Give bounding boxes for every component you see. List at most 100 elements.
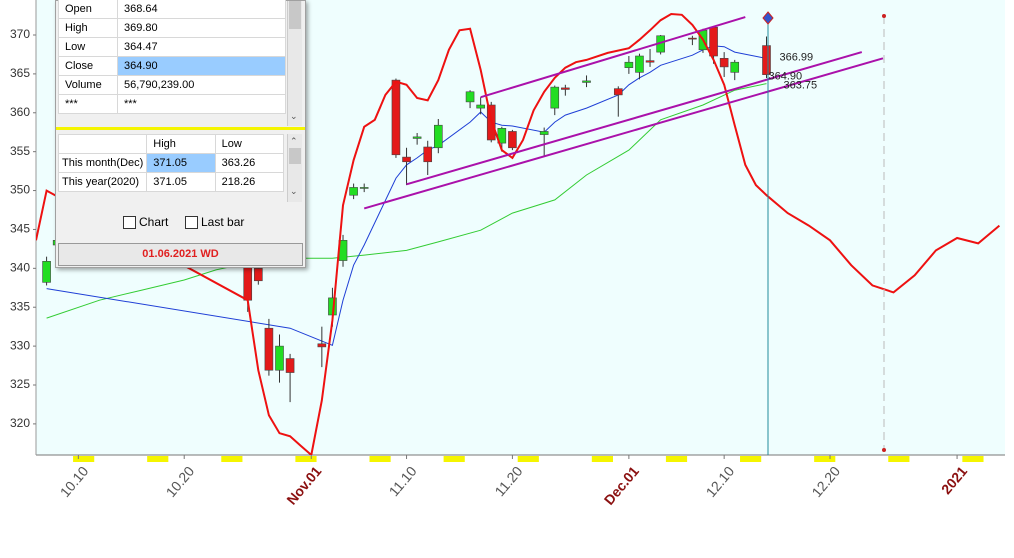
candle-body: [391, 79, 401, 156]
row-label: This month(Dec): [57, 153, 148, 173]
x-tick-label: 10.20: [163, 463, 198, 500]
candle-body: [688, 37, 697, 40]
candle-body: [709, 26, 718, 57]
info-panel: Open 368.64 High 369.80 Low 364.47 Close 364…: [55, 0, 306, 268]
x-tick-label: Dec.01: [601, 463, 642, 508]
candle-body: [762, 45, 771, 75]
candle-body: [264, 327, 274, 371]
candle-body: [412, 136, 422, 139]
candle-body: [635, 55, 644, 73]
candle-body: [508, 131, 517, 149]
candle-body: [359, 187, 369, 189]
row-value: 369.80: [117, 18, 286, 38]
candle-body: [275, 345, 284, 371]
checkbox-label: Last bar: [201, 215, 245, 229]
row-value: ***: [117, 94, 286, 114]
row-value: 364.47: [117, 37, 286, 57]
candle-body: [402, 156, 411, 163]
cell: 363.26: [214, 153, 285, 173]
candle-body: [719, 58, 729, 68]
candle-body: [423, 146, 433, 163]
forecast-dot: [882, 448, 886, 452]
row-label: Close: [58, 56, 118, 76]
x-tick-label: 11.10: [386, 463, 420, 499]
status-bar: 01.06.2021 WD: [58, 243, 303, 266]
forecast-dot: [882, 14, 886, 18]
candle-body: [243, 264, 253, 301]
weekend-marker: [295, 456, 317, 462]
candle-body: [434, 124, 443, 149]
indicator-line: [46, 45, 767, 346]
scrollbar[interactable]: ⌄: [287, 1, 302, 126]
candle-body: [624, 61, 634, 68]
row-label: Low: [58, 37, 118, 57]
candle-body: [42, 261, 51, 283]
weekend-marker: [740, 456, 762, 462]
weekend-marker: [665, 456, 688, 462]
x-tick-label: 10.10: [57, 463, 92, 500]
weekend-marker: [517, 456, 539, 462]
separator: [56, 127, 305, 130]
candle-body: [349, 187, 358, 196]
x-tick-label: 11.20: [491, 463, 525, 499]
trendline: [406, 51, 863, 186]
y-tick-label: 345: [10, 222, 30, 236]
weekend-marker: [962, 456, 984, 462]
trendline: [480, 16, 746, 99]
period-table: High Low This month(Dec) 371.05 363.26 This…: [57, 134, 285, 192]
row-label: ***: [58, 94, 118, 114]
y-tick-label: 335: [10, 299, 30, 313]
value-label: 364.90: [769, 71, 803, 83]
candle-body: [582, 80, 591, 83]
weekend-marker: [814, 456, 836, 462]
weekend-marker: [888, 456, 910, 462]
cell: 371.05: [146, 172, 216, 192]
row-value: 364.90: [117, 56, 286, 76]
row-label: This year(2020): [57, 172, 148, 192]
candle-body: [465, 91, 475, 103]
y-tick-label: 355: [10, 144, 30, 158]
candle-body: [730, 61, 740, 73]
weekend-marker: [221, 456, 243, 462]
candle-body: [317, 343, 327, 348]
candle-body: [645, 60, 655, 63]
candle-body: [476, 104, 485, 109]
row-label: Volume: [58, 75, 118, 95]
cell: 371.05: [146, 153, 216, 173]
value-label: 363.75: [784, 80, 818, 92]
value-label: 366.99: [780, 51, 814, 63]
candle-body: [285, 358, 295, 373]
x-tick-label: Nov.01: [283, 463, 324, 508]
candle-body: [613, 88, 623, 96]
row-value: 368.64: [117, 0, 286, 19]
cursor-marker: [762, 11, 774, 25]
header: High: [146, 134, 216, 154]
quote-table: Open 368.64 High 369.80 Low 364.47 Close 364…: [58, 0, 286, 114]
y-tick-label: 340: [10, 261, 30, 275]
header: Low: [214, 134, 285, 154]
candle-body: [254, 268, 263, 282]
candle-body: [561, 87, 570, 90]
checkbox[interactable]: Last bar: [185, 215, 244, 229]
x-tick-label: 12.20: [808, 463, 843, 500]
row-value: 56,790,239.00: [117, 75, 286, 95]
row-label: High: [58, 18, 118, 38]
weekend-marker: [369, 456, 391, 462]
cell: 218.26: [214, 172, 285, 192]
plot-area: [36, 12, 1001, 455]
y-tick-label: 320: [10, 416, 30, 430]
x-tick-label: 2021: [938, 463, 970, 497]
scrollbar[interactable]: ⌃ ⌄: [287, 134, 302, 202]
weekend-marker: [147, 456, 169, 462]
weekend-marker: [443, 456, 465, 462]
indicator-line: [36, 12, 1001, 455]
checkbox[interactable]: Chart: [123, 215, 168, 229]
candle-body: [539, 131, 549, 135]
weekend-marker: [73, 456, 95, 462]
y-tick-label: 325: [10, 377, 30, 391]
row-label: Open: [58, 0, 118, 19]
y-tick-label: 350: [10, 183, 30, 197]
y-tick-label: 360: [10, 105, 30, 119]
candle-body: [550, 86, 560, 109]
